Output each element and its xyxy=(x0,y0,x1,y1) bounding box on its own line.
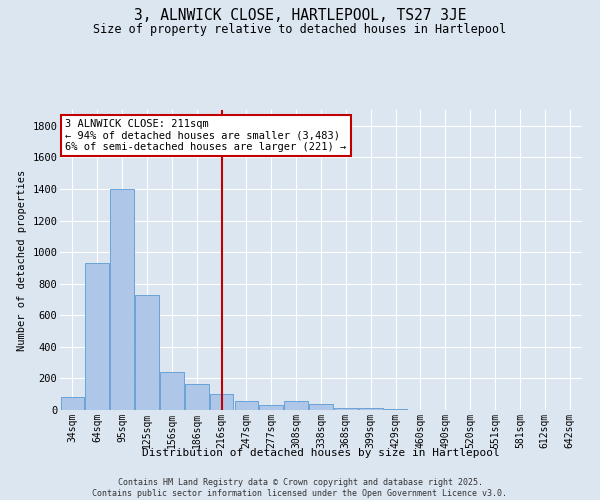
Text: Size of property relative to detached houses in Hartlepool: Size of property relative to detached ho… xyxy=(94,22,506,36)
Bar xyxy=(135,294,159,410)
Text: 3 ALNWICK CLOSE: 211sqm
← 94% of detached houses are smaller (3,483)
6% of semi-: 3 ALNWICK CLOSE: 211sqm ← 94% of detache… xyxy=(65,119,346,152)
Bar xyxy=(359,408,383,410)
Bar xyxy=(185,384,209,410)
Bar xyxy=(309,404,333,410)
Bar xyxy=(210,394,233,410)
Bar xyxy=(334,408,358,410)
Text: 3, ALNWICK CLOSE, HARTLEPOOL, TS27 3JE: 3, ALNWICK CLOSE, HARTLEPOOL, TS27 3JE xyxy=(134,8,466,22)
Bar xyxy=(85,263,109,410)
Text: Distribution of detached houses by size in Hartlepool: Distribution of detached houses by size … xyxy=(142,448,500,458)
Bar xyxy=(384,409,407,410)
Text: Contains HM Land Registry data © Crown copyright and database right 2025.
Contai: Contains HM Land Registry data © Crown c… xyxy=(92,478,508,498)
Bar xyxy=(259,406,283,410)
Bar xyxy=(160,372,184,410)
Bar xyxy=(110,189,134,410)
Bar xyxy=(284,402,308,410)
Bar xyxy=(61,398,84,410)
Y-axis label: Number of detached properties: Number of detached properties xyxy=(17,170,26,350)
Bar xyxy=(235,402,258,410)
